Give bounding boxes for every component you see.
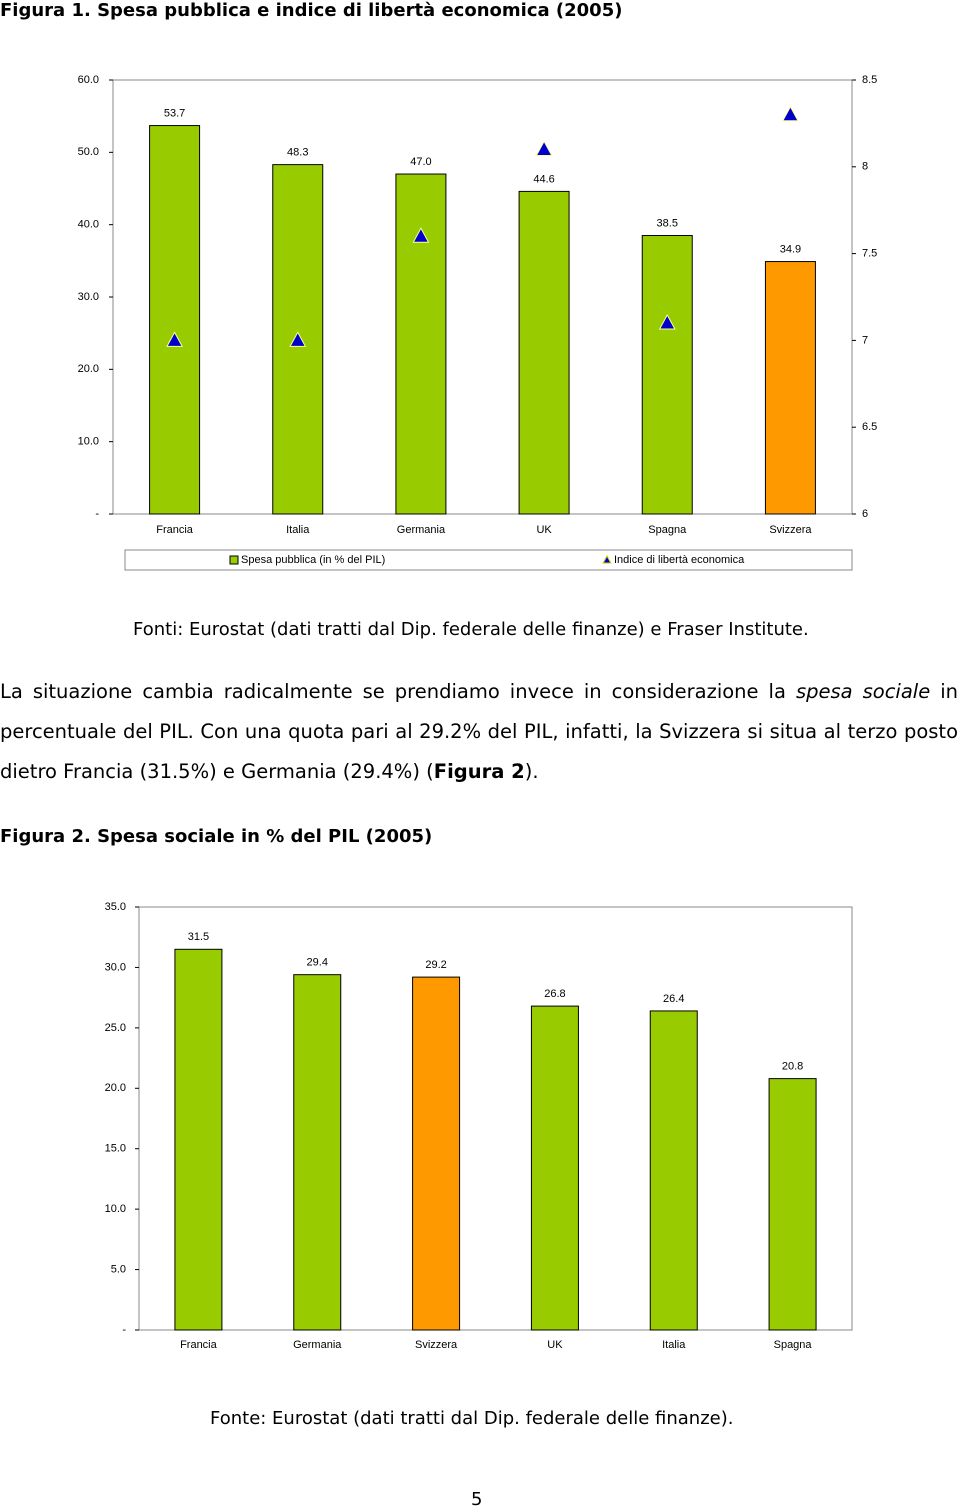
x-tick-label: UK: [547, 1339, 563, 1351]
x-tick-label: Spagna: [648, 524, 687, 536]
y2-tick-label: 8: [862, 161, 868, 173]
y-tick-label: 20.0: [78, 363, 99, 375]
y-tick-label: 40.0: [78, 219, 99, 231]
data-label: 53.7: [164, 107, 185, 119]
marker-triangle: [289, 331, 307, 347]
bar: [764, 261, 816, 515]
legend-swatch: [229, 555, 239, 565]
legend-swatch: [602, 554, 612, 564]
x-tick-label: Svizzera: [415, 1339, 458, 1351]
bar: [649, 1010, 698, 1331]
plot-frame: [138, 906, 853, 1331]
y2-tick-label: 6: [862, 508, 868, 520]
plot-frame: [112, 79, 853, 515]
paragraph: La situazione cambia radicalmente se pre…: [0, 672, 958, 792]
x-tick-label: Italia: [286, 524, 310, 536]
figure-caption: Figura 2. Spesa sociale in % del PIL (20…: [0, 826, 433, 847]
data-label: 26.8: [544, 988, 565, 1000]
data-label: 26.4: [663, 993, 684, 1005]
y-tick-label: 30.0: [105, 961, 126, 973]
x-tick-label: Germania: [397, 524, 446, 536]
x-tick-label: Svizzera: [769, 524, 812, 536]
y2-tick-label: 7.5: [862, 248, 877, 260]
data-label: 34.9: [780, 243, 801, 255]
x-tick-label: Italia: [662, 1339, 686, 1351]
bar: [530, 1005, 579, 1331]
data-label: 44.6: [533, 173, 554, 185]
bar: [518, 190, 570, 515]
y-tick-label: 50.0: [78, 146, 99, 158]
data-label: 48.3: [287, 147, 308, 159]
bar: [293, 974, 342, 1331]
x-tick-label: Francia: [180, 1339, 218, 1351]
y-tick-label: 15.0: [105, 1143, 126, 1155]
data-label: 29.4: [307, 957, 328, 969]
y2-tick-label: 6.5: [862, 421, 877, 433]
marker-triangle: [535, 140, 553, 156]
y-tick-label: -: [122, 1324, 126, 1336]
y-tick-label: 60.0: [78, 74, 99, 86]
emphasis: spesa sociale: [795, 680, 931, 703]
marker-triangle: [166, 331, 184, 347]
data-label: 47.0: [410, 156, 431, 168]
bar: [149, 125, 201, 515]
page-number: 5: [471, 1489, 483, 1510]
legend-box: [124, 549, 853, 571]
source-note: Fonte: Eurostat (dati tratti dal Dip. fe…: [210, 1408, 734, 1429]
x-tick-label: Francia: [156, 524, 194, 536]
data-label: 31.5: [188, 931, 209, 943]
marker-triangle: [781, 105, 799, 122]
source-note: Fonti: Eurostat (dati tratti dal Dip. fe…: [133, 619, 809, 640]
y-tick-label: -: [95, 508, 99, 520]
y-tick-label: 35.0: [105, 901, 126, 913]
bar: [395, 173, 447, 515]
y-tick-label: 20.0: [105, 1082, 126, 1094]
marker-triangle: [412, 227, 430, 243]
y2-tick-label: 8.5: [862, 74, 877, 86]
marker-triangle: [658, 313, 676, 330]
data-label: 38.5: [657, 217, 678, 229]
text: in percentuale del PIL. Con una quota pa…: [0, 680, 958, 783]
y-tick-label: 10.0: [78, 436, 99, 448]
legend-label: Spesa pubblica (in % del PIL): [241, 554, 385, 566]
bar: [641, 235, 693, 515]
x-tick-label: Germania: [293, 1339, 342, 1351]
legend-label: Indice di libertà economica: [614, 554, 745, 566]
y-tick-label: 25.0: [105, 1022, 126, 1034]
bar: [412, 976, 461, 1331]
bar: [768, 1078, 817, 1331]
bar: [174, 948, 223, 1331]
text: ).: [524, 760, 539, 783]
x-tick-label: Spagna: [774, 1339, 813, 1351]
y-tick-label: 5.0: [111, 1263, 126, 1275]
x-tick-label: UK: [536, 524, 552, 536]
y-tick-label: 30.0: [78, 291, 99, 303]
data-label: 29.2: [425, 959, 446, 971]
y-tick-label: 10.0: [105, 1203, 126, 1215]
figure-caption: Figura 1. Spesa pubblica e indice di lib…: [0, 0, 623, 21]
data-label: 20.8: [782, 1061, 803, 1073]
figure-reference: Figura 2: [433, 760, 525, 783]
text: La situazione cambia radicalmente se pre…: [0, 680, 796, 703]
y2-tick-label: 7: [862, 334, 868, 346]
